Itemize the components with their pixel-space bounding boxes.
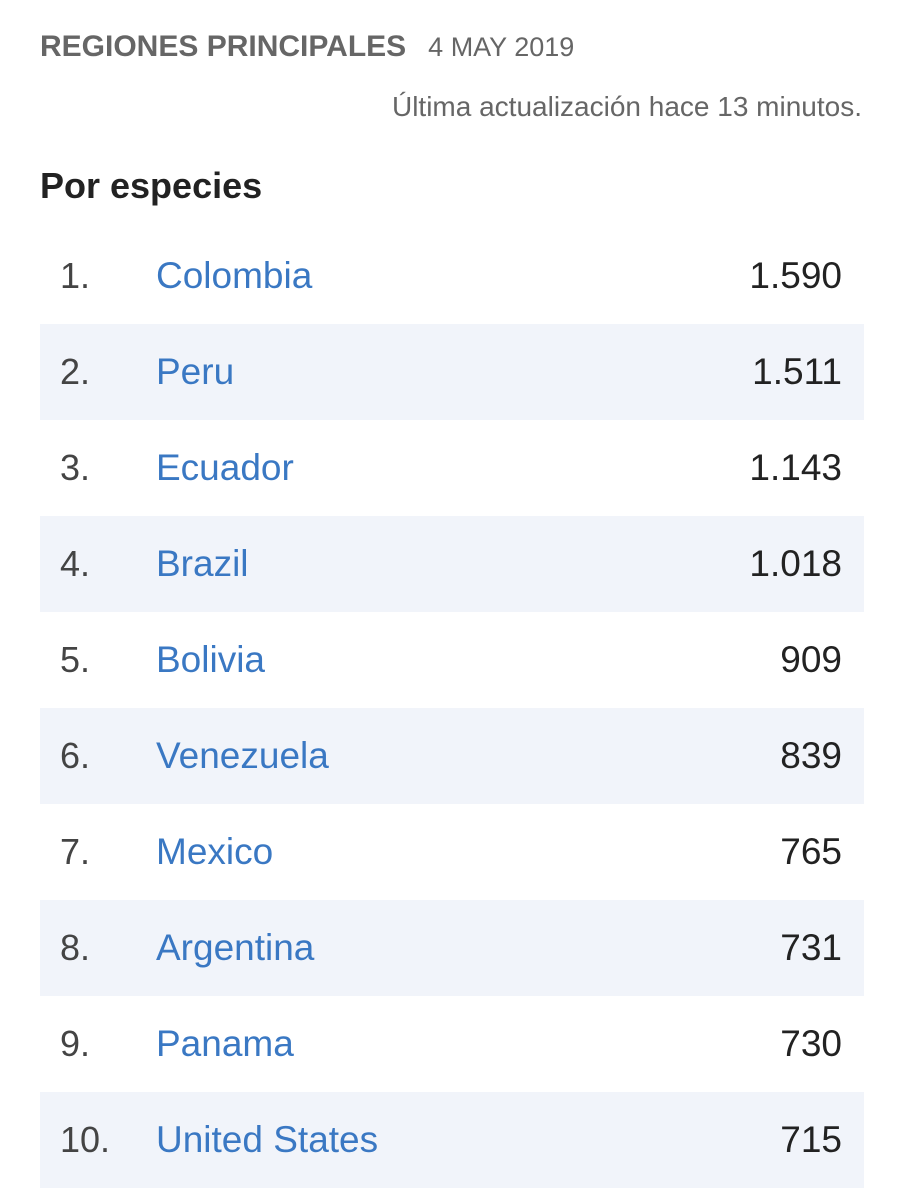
rank-number: 3. [60,447,91,488]
header-date: 4 MAY 2019 [428,32,575,62]
region-link[interactable]: Venezuela [156,735,329,776]
rank-number: 8. [60,927,91,968]
rank-number: 10. [60,1119,111,1160]
species-count: 1.018 [749,543,842,584]
ranking-row: 2. Peru 1.511 [40,324,864,420]
species-count: 730 [780,1023,842,1064]
species-count: 909 [780,639,842,680]
header: REGIONES PRINCIPALES 4 MAY 2019 [40,30,864,80]
species-count: 1.143 [749,447,842,488]
species-count: 731 [780,927,842,968]
ranking-row: 8. Argentina 731 [40,900,864,996]
ranking-row: 5. Bolivia 909 [40,612,864,708]
rank-number: 1. [60,255,91,296]
species-count: 839 [780,735,842,776]
ranking-row: 6. Venezuela 839 [40,708,864,804]
region-link[interactable]: United States [156,1119,379,1160]
species-count: 715 [780,1119,842,1160]
species-count: 765 [780,831,842,872]
rank-number: 5. [60,639,91,680]
species-count: 1.511 [752,351,842,392]
species-count: 1.590 [749,255,842,296]
rank-number: 7. [60,831,91,872]
rank-number: 4. [60,543,91,584]
rank-number: 2. [60,351,91,392]
ranking-list: 1. Colombia 1.590 2. Peru 1.511 3. Ecuad… [40,228,864,1188]
region-link[interactable]: Peru [156,351,235,392]
rank-number: 9. [60,1023,91,1064]
region-link[interactable]: Panama [156,1023,294,1064]
ranking-row: 3. Ecuador 1.143 [40,420,864,516]
ranking-row: 4. Brazil 1.018 [40,516,864,612]
region-link[interactable]: Brazil [156,543,249,584]
region-link[interactable]: Ecuador [156,447,294,488]
ranking-row: 1. Colombia 1.590 [40,228,864,324]
region-link[interactable]: Colombia [156,255,313,296]
ranking-row: 9. Panama 730 [40,996,864,1092]
section-title: Por especies [40,165,263,206]
region-link[interactable]: Argentina [156,927,315,968]
region-link[interactable]: Mexico [156,831,274,872]
region-link[interactable]: Bolivia [156,639,265,680]
last-update-text: Última actualización hace 13 minutos. [391,91,862,122]
ranking-row: 7. Mexico 765 [40,804,864,900]
rank-number: 6. [60,735,91,776]
header-title: REGIONES PRINCIPALES [40,30,407,63]
ranking-row: 10. United States 715 [40,1092,864,1188]
